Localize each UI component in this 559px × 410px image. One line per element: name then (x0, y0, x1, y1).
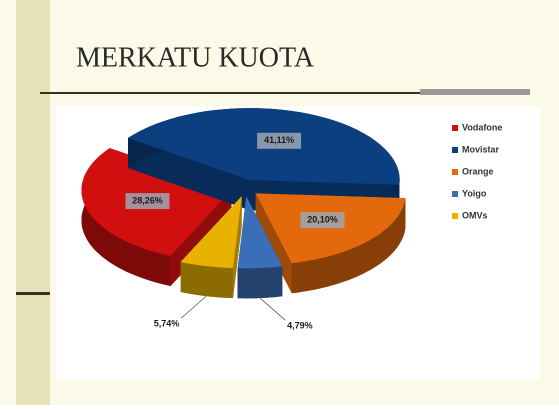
slice-edge (180, 261, 233, 298)
slice-wall (128, 138, 250, 211)
leader-line (259, 297, 286, 321)
data-label: 4,79% (287, 320, 313, 330)
data-label: 28,26% (132, 195, 163, 205)
legend-swatch (452, 213, 458, 219)
legend-swatch (452, 191, 458, 197)
slice-top (180, 196, 242, 268)
data-label: 41,11% (264, 135, 294, 145)
data-label: 5,74% (154, 318, 180, 328)
title-rule (40, 92, 420, 94)
side-band (16, 0, 50, 405)
slice-top (237, 196, 283, 269)
slice-wall (255, 193, 292, 294)
legend-swatch (452, 125, 458, 131)
slice (237, 196, 283, 299)
slide-title: MERKATU KUOTA (76, 42, 315, 73)
legend-label: OMVs (462, 210, 488, 220)
slice (180, 196, 242, 298)
legend-label: Yoigo (462, 188, 487, 198)
data-label-box (300, 212, 345, 229)
slice-edge (291, 198, 406, 294)
legend-swatch (452, 169, 458, 175)
leader-line (180, 295, 207, 319)
slice-edge (237, 266, 283, 299)
slice-edge (81, 148, 171, 286)
legend-label: Orange (462, 166, 494, 176)
legend-label: Vodafone (462, 122, 502, 132)
data-label-box (125, 193, 170, 210)
data-label-box (257, 132, 302, 149)
legend-swatch (452, 147, 458, 153)
slice (255, 193, 406, 294)
data-label: 20,10% (307, 215, 338, 225)
pie-chart: 28,26% 41,11% 20,10% 4,79% 5,74% Vodafone Movi… (81, 108, 502, 330)
title-rule-accent (420, 89, 530, 95)
side-line (16, 292, 50, 295)
legend-label: Movistar (462, 144, 500, 154)
slice-top (255, 193, 406, 264)
